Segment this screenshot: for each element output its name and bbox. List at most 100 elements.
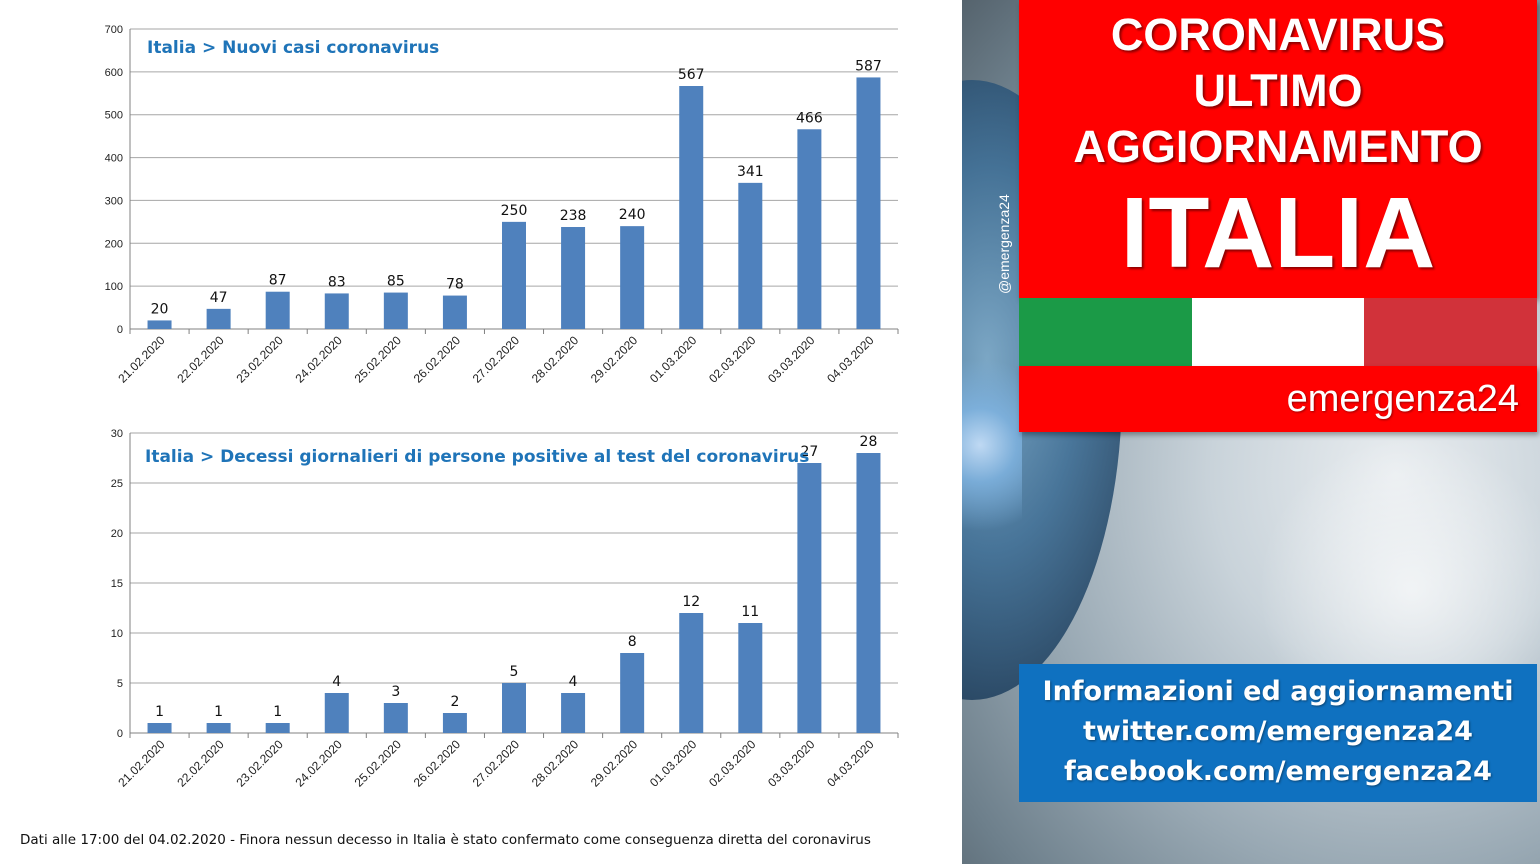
data-label: 27 xyxy=(800,444,818,460)
data-label: 20 xyxy=(151,301,169,317)
data-label: 240 xyxy=(619,207,646,223)
data-label: 238 xyxy=(560,208,587,224)
x-tick-label: 28.02.2020 xyxy=(529,737,582,790)
x-tick-label: 23.02.2020 xyxy=(233,737,286,790)
data-label: 78 xyxy=(446,277,464,293)
y-tick-label: 0 xyxy=(117,728,123,740)
bar xyxy=(620,653,645,733)
x-tick-label: 25.02.2020 xyxy=(352,333,405,386)
daily-deaths-chart: 051015202530121.02.2020122.02.2020123.02… xyxy=(111,428,899,790)
bar xyxy=(856,77,881,329)
y-tick-label: 20 xyxy=(111,528,123,540)
bar xyxy=(265,291,290,329)
x-tick-label: 21.02.2020 xyxy=(115,737,168,790)
bar xyxy=(206,308,231,329)
x-tick-label: 02.03.2020 xyxy=(706,737,759,790)
x-tick-label: 27.02.2020 xyxy=(470,333,523,386)
twitter-link[interactable]: twitter.com/emergenza24 xyxy=(1083,716,1473,747)
bar xyxy=(561,693,586,733)
headline-box: CORONAVIRUS ULTIMO AGGIORNAMENTO ITALIA xyxy=(1019,0,1537,298)
x-tick-label: 28.02.2020 xyxy=(529,333,582,386)
handle-text: @emergenza24 xyxy=(996,194,1012,294)
bar xyxy=(147,320,172,329)
bar xyxy=(738,182,763,329)
bar xyxy=(147,723,172,733)
chart-title: Italia > Decessi giornalieri di persone … xyxy=(145,447,809,467)
y-tick-label: 500 xyxy=(105,110,123,122)
bar xyxy=(856,453,881,733)
headline-line1: CORONAVIRUS xyxy=(1110,9,1446,60)
italian-flag xyxy=(1019,298,1538,366)
x-tick-label: 01.03.2020 xyxy=(647,333,700,386)
data-label: 587 xyxy=(855,58,882,74)
y-tick-label: 30 xyxy=(111,428,123,440)
x-tick-label: 21.02.2020 xyxy=(115,333,168,386)
y-tick-label: 10 xyxy=(111,628,123,640)
y-tick-label: 600 xyxy=(105,67,123,79)
facebook-link[interactable]: facebook.com/emergenza24 xyxy=(1064,756,1492,787)
x-tick-label: 03.03.2020 xyxy=(765,737,818,790)
bar xyxy=(502,683,526,733)
bar xyxy=(324,693,349,733)
new-cases-chart: 0 100 200 300 400 500 600 700 20 21.02.2020 47 22.0… xyxy=(105,24,899,386)
bar xyxy=(738,623,763,733)
bar xyxy=(561,227,586,329)
bar xyxy=(502,221,526,329)
x-tick-label: 22.02.2020 xyxy=(174,737,227,790)
bar xyxy=(620,226,645,329)
virus-spikes-image xyxy=(962,330,1022,560)
info-heading: Informazioni ed aggiornamenti xyxy=(1042,676,1514,707)
data-label: 567 xyxy=(678,67,705,83)
bar xyxy=(797,463,822,733)
y-tick-label: 700 xyxy=(105,24,123,36)
x-tick-label: 03.03.2020 xyxy=(765,333,818,386)
data-label: 4 xyxy=(569,674,578,690)
data-label: 87 xyxy=(269,273,287,289)
data-label: 250 xyxy=(501,203,528,219)
data-label: 11 xyxy=(741,604,759,620)
brand-box: emergenza24 xyxy=(1019,366,1537,432)
bar xyxy=(679,86,704,329)
y-tick-label: 300 xyxy=(105,195,123,207)
y-tick-label: 100 xyxy=(105,281,123,293)
x-tick-label: 26.02.2020 xyxy=(411,333,464,386)
x-tick-label: 24.02.2020 xyxy=(293,737,346,790)
bar xyxy=(265,723,290,733)
footnote: Dati alle 17:00 del 04.02.2020 - Finora … xyxy=(20,832,871,848)
x-tick-label: 22.02.2020 xyxy=(174,333,227,386)
data-label: 1 xyxy=(155,704,164,720)
bar xyxy=(324,293,349,329)
data-label: 3 xyxy=(391,684,400,700)
chart-title: Italia > Nuovi casi coronavirus xyxy=(147,38,439,58)
bar xyxy=(797,129,822,329)
x-tick-label: 27.02.2020 xyxy=(470,737,523,790)
data-label: 28 xyxy=(860,434,878,450)
data-label: 83 xyxy=(328,274,346,290)
headline-line2: ULTIMO xyxy=(1193,65,1363,116)
data-label: 1 xyxy=(214,704,223,720)
data-label: 2 xyxy=(450,694,459,710)
bar xyxy=(206,723,231,733)
x-tick-label: 02.03.2020 xyxy=(706,333,759,386)
bar xyxy=(679,613,704,733)
data-label: 1 xyxy=(273,704,282,720)
x-tick-label: 04.03.2020 xyxy=(824,737,877,790)
brand-name: emergenza24 xyxy=(1286,378,1519,420)
x-tick-label: 29.02.2020 xyxy=(588,737,641,790)
x-tick-label: 23.02.2020 xyxy=(233,333,286,386)
y-tick-label: 400 xyxy=(105,153,123,165)
y-tick-label: 5 xyxy=(117,678,123,690)
bar xyxy=(442,713,467,733)
headline-line3: AGGIORNAMENTO xyxy=(1073,121,1483,172)
charts-panel: 0 100 200 300 400 500 600 700 20 21.02.2020 47 22.0… xyxy=(20,24,899,848)
bar xyxy=(442,295,467,329)
data-label: 12 xyxy=(682,594,700,610)
x-tick-label: 29.02.2020 xyxy=(588,333,641,386)
data-label: 8 xyxy=(628,634,637,650)
flag-white-stripe xyxy=(1191,298,1365,366)
data-label: 466 xyxy=(796,110,823,126)
x-tick-label: 26.02.2020 xyxy=(411,737,464,790)
bar xyxy=(383,703,408,733)
y-tick-label: 15 xyxy=(111,578,123,590)
headline-country: ITALIA xyxy=(1120,177,1436,289)
